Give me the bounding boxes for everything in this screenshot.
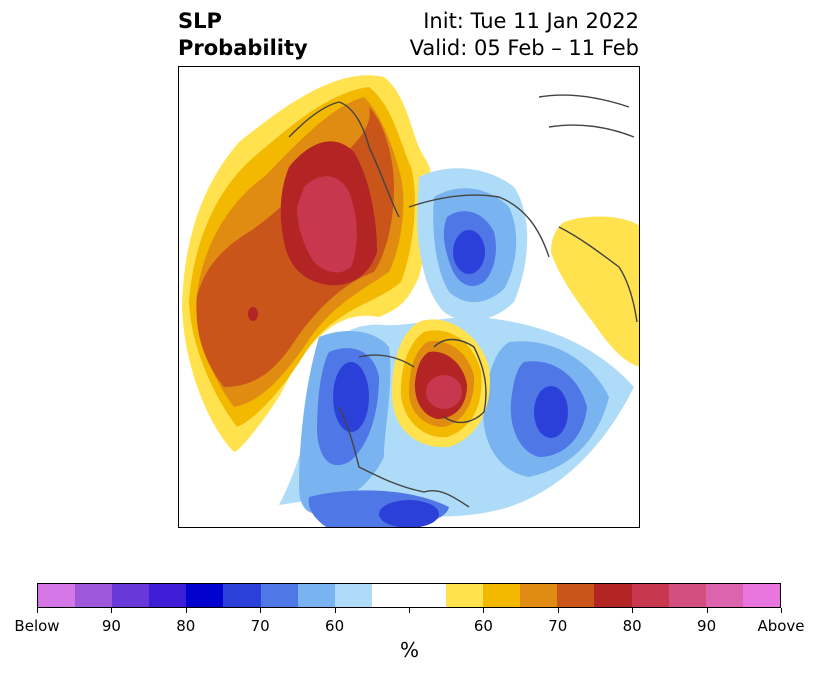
- above-85-pacific: [297, 176, 357, 273]
- colorbar-tick-label: 80: [622, 617, 642, 635]
- colorbar-swatch: [75, 584, 113, 607]
- colorbar-tick-label: 90: [697, 617, 717, 635]
- above-85-hudson: [426, 375, 462, 409]
- colorbar-swatch: [557, 584, 595, 607]
- colorbar-tick-label: 60: [325, 617, 345, 635]
- colorbar-swatch: [186, 584, 224, 607]
- below-75-siberia: [453, 230, 485, 274]
- colorbar-tick-label: 90: [101, 617, 121, 635]
- colorbar-tick-mark: [111, 608, 113, 613]
- title-left: SLP Probability: [178, 9, 308, 60]
- colorbar-tick-label: Above: [757, 617, 805, 635]
- colorbar-tick-mark: [37, 608, 38, 613]
- colorbar-swatch: [223, 584, 261, 607]
- colorbar-tick-mark: [260, 608, 262, 613]
- colorbar-tick-mark: [557, 608, 559, 613]
- colorbar-swatch: [371, 584, 409, 607]
- colorbar-swatch: [705, 584, 743, 607]
- above-85-spot: [248, 307, 258, 321]
- colorbar-swatch: [408, 584, 447, 607]
- colorbar-swatch: [594, 584, 632, 607]
- colorbar-tick-label: 70: [548, 617, 568, 635]
- probability-map: [178, 66, 640, 528]
- colorbar-tick-mark: [334, 608, 336, 613]
- colorbar-ticks: Below 90 80 70 60 60 70 80 90 Above: [0, 608, 819, 638]
- colorbar-swatch: [668, 584, 706, 607]
- colorbar-tick-label: 80: [176, 617, 196, 635]
- colorbar-swatch: [520, 584, 558, 607]
- colorbar-swatch: [446, 584, 484, 607]
- below-75-gulf: [379, 500, 439, 527]
- colorbar-tick-label: 70: [250, 617, 270, 635]
- colorbar-swatch: [334, 584, 372, 607]
- title-right: Init: Tue 11 Jan 2022 Valid: 05 Feb – 11…: [409, 9, 639, 60]
- colorbar-swatch: [149, 584, 187, 607]
- colorbar-tick-mark: [781, 608, 782, 613]
- colorbar-unit: %: [399, 638, 419, 662]
- below-75-atlantic: [534, 386, 568, 438]
- colorbar-swatch: [483, 584, 521, 607]
- colorbar-tick-label: Below: [14, 617, 60, 635]
- colorbar-swatch: [742, 584, 780, 607]
- coastlines: [288, 94, 638, 508]
- colorbar-tick-label: 60: [473, 617, 493, 635]
- colorbar: [37, 583, 781, 608]
- colorbar-swatch: [297, 584, 335, 607]
- colorbar-tick-mark: [409, 608, 410, 613]
- colorbar-tick-mark: [483, 608, 485, 613]
- colorbar-swatch: [38, 584, 76, 607]
- colorbar-swatch: [260, 584, 298, 607]
- colorbar-swatch: [631, 584, 669, 607]
- below-75-namerica: [333, 362, 369, 432]
- colorbar-tick-mark: [706, 608, 708, 613]
- above-region-europe: [551, 216, 639, 367]
- colorbar-tick-mark: [185, 608, 187, 613]
- colorbar-swatch: [112, 584, 150, 607]
- colorbar-tick-mark: [632, 608, 634, 613]
